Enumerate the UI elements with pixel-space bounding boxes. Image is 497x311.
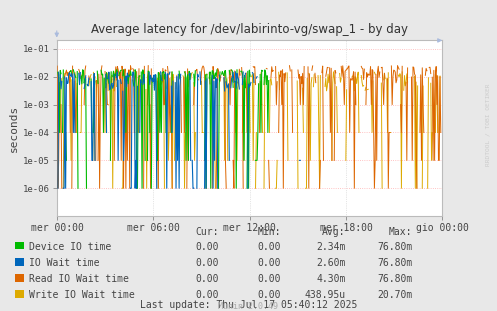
Text: 76.80m: 76.80m (377, 274, 413, 284)
Text: 0.00: 0.00 (195, 258, 219, 268)
Text: 0.00: 0.00 (257, 274, 281, 284)
Text: Cur:: Cur: (195, 227, 219, 237)
Text: 0.00: 0.00 (195, 274, 219, 284)
Text: 438.95u: 438.95u (304, 290, 345, 300)
Text: 0.00: 0.00 (195, 290, 219, 300)
Text: 20.70m: 20.70m (377, 290, 413, 300)
Text: RRDTOOL / TOBI OETIKER: RRDTOOL / TOBI OETIKER (486, 83, 491, 166)
Text: 2.34m: 2.34m (316, 242, 345, 252)
Text: 76.80m: 76.80m (377, 258, 413, 268)
Text: 0.00: 0.00 (257, 242, 281, 252)
Text: 4.30m: 4.30m (316, 274, 345, 284)
Text: Device IO time: Device IO time (29, 242, 111, 252)
Text: 0.00: 0.00 (257, 290, 281, 300)
Text: Avg:: Avg: (322, 227, 345, 237)
Text: Write IO Wait time: Write IO Wait time (29, 290, 135, 300)
Text: Last update: Thu Jul 17 05:40:12 2025: Last update: Thu Jul 17 05:40:12 2025 (140, 300, 357, 310)
Text: 0.00: 0.00 (257, 258, 281, 268)
Text: 2.60m: 2.60m (316, 258, 345, 268)
Title: Average latency for /dev/labirinto-vg/swap_1 - by day: Average latency for /dev/labirinto-vg/sw… (91, 24, 408, 36)
Text: Read IO Wait time: Read IO Wait time (29, 274, 129, 284)
Text: Max:: Max: (389, 227, 413, 237)
Y-axis label: seconds: seconds (9, 105, 19, 152)
Text: Munin 2.0.49: Munin 2.0.49 (219, 301, 278, 310)
Text: 0.00: 0.00 (195, 242, 219, 252)
Text: 76.80m: 76.80m (377, 242, 413, 252)
Text: Min:: Min: (257, 227, 281, 237)
Text: IO Wait time: IO Wait time (29, 258, 99, 268)
